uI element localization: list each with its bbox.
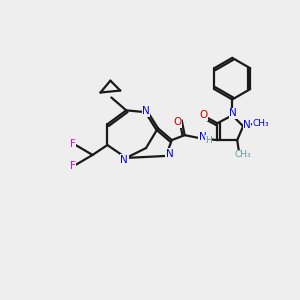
Text: O: O xyxy=(174,117,182,127)
Text: F: F xyxy=(70,139,76,149)
Text: N: N xyxy=(142,106,150,116)
Text: N: N xyxy=(120,155,128,165)
Text: N: N xyxy=(199,132,206,142)
Text: CH₃: CH₃ xyxy=(253,119,269,128)
Text: O: O xyxy=(200,110,208,120)
Text: N: N xyxy=(243,120,251,130)
Text: N: N xyxy=(229,108,237,118)
Text: N: N xyxy=(166,149,174,159)
Text: H: H xyxy=(205,136,212,145)
Text: CH₃: CH₃ xyxy=(235,151,251,160)
Text: F: F xyxy=(70,161,76,171)
